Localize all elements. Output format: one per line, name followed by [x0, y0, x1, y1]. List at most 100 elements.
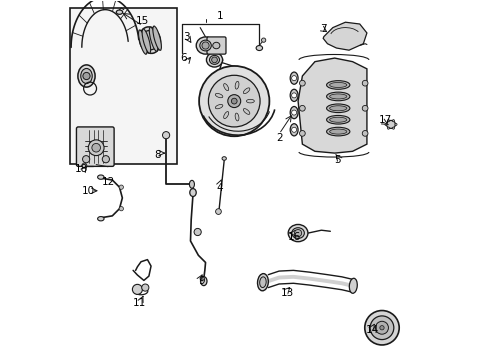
Ellipse shape — [223, 112, 229, 118]
Ellipse shape — [326, 92, 350, 101]
Ellipse shape — [143, 31, 157, 50]
Ellipse shape — [256, 45, 263, 50]
Ellipse shape — [244, 109, 250, 114]
Circle shape — [132, 284, 143, 294]
Ellipse shape — [142, 29, 150, 53]
Ellipse shape — [326, 104, 350, 113]
Text: 12: 12 — [101, 177, 115, 187]
Circle shape — [365, 311, 399, 345]
Circle shape — [163, 132, 170, 139]
Text: 17: 17 — [379, 115, 392, 125]
Ellipse shape — [330, 129, 347, 134]
Circle shape — [388, 120, 390, 122]
Text: 14: 14 — [366, 325, 379, 335]
Circle shape — [194, 228, 201, 235]
Text: 4: 4 — [217, 183, 223, 193]
Ellipse shape — [215, 104, 223, 109]
Ellipse shape — [349, 278, 357, 293]
Text: 11: 11 — [133, 298, 147, 308]
Circle shape — [88, 140, 104, 156]
Circle shape — [202, 42, 209, 49]
Text: 9: 9 — [198, 276, 205, 286]
Circle shape — [82, 156, 90, 163]
Circle shape — [392, 120, 394, 122]
Circle shape — [385, 123, 387, 126]
Text: 5: 5 — [334, 155, 341, 165]
Ellipse shape — [98, 175, 104, 179]
Circle shape — [119, 185, 123, 189]
Ellipse shape — [330, 94, 347, 99]
Ellipse shape — [206, 53, 222, 67]
Ellipse shape — [222, 157, 226, 160]
Ellipse shape — [98, 217, 104, 221]
Circle shape — [299, 131, 305, 136]
Ellipse shape — [81, 68, 92, 84]
Circle shape — [82, 163, 87, 168]
Ellipse shape — [326, 81, 350, 89]
Text: 3: 3 — [183, 32, 190, 41]
Text: 1: 1 — [217, 11, 223, 21]
Ellipse shape — [235, 81, 239, 89]
Circle shape — [299, 105, 305, 111]
Circle shape — [362, 80, 368, 86]
Circle shape — [392, 127, 394, 129]
Ellipse shape — [200, 40, 211, 51]
Ellipse shape — [190, 189, 196, 197]
Ellipse shape — [292, 228, 304, 238]
Ellipse shape — [244, 88, 250, 94]
Ellipse shape — [290, 89, 298, 102]
Circle shape — [292, 76, 296, 81]
Circle shape — [362, 131, 368, 136]
Ellipse shape — [326, 127, 350, 136]
Circle shape — [262, 38, 266, 42]
Ellipse shape — [235, 113, 239, 121]
Ellipse shape — [258, 274, 269, 291]
Circle shape — [142, 284, 149, 291]
FancyBboxPatch shape — [207, 37, 226, 54]
Ellipse shape — [139, 30, 147, 54]
Ellipse shape — [200, 276, 207, 285]
Ellipse shape — [260, 277, 266, 288]
Circle shape — [299, 80, 305, 86]
Circle shape — [370, 316, 394, 339]
Circle shape — [292, 93, 296, 98]
Text: 10: 10 — [81, 186, 95, 196]
Circle shape — [102, 156, 109, 163]
Ellipse shape — [190, 180, 195, 188]
Text: 2: 2 — [276, 133, 282, 143]
Circle shape — [375, 321, 389, 334]
Ellipse shape — [387, 121, 395, 129]
Circle shape — [199, 66, 270, 136]
Circle shape — [208, 75, 260, 127]
Ellipse shape — [246, 99, 254, 103]
Circle shape — [231, 98, 237, 104]
Text: 13: 13 — [280, 288, 294, 298]
Text: 7: 7 — [320, 24, 327, 35]
Ellipse shape — [290, 107, 298, 119]
Ellipse shape — [326, 116, 350, 124]
Polygon shape — [298, 58, 367, 153]
Circle shape — [292, 110, 296, 115]
Ellipse shape — [288, 225, 308, 242]
Ellipse shape — [290, 124, 298, 136]
Circle shape — [362, 105, 368, 111]
Ellipse shape — [330, 82, 347, 87]
Circle shape — [216, 209, 221, 215]
Polygon shape — [323, 22, 367, 50]
Ellipse shape — [330, 106, 347, 111]
Ellipse shape — [213, 42, 220, 49]
Text: 8: 8 — [154, 150, 161, 160]
Ellipse shape — [149, 27, 158, 51]
Ellipse shape — [210, 55, 220, 64]
Circle shape — [212, 57, 218, 63]
Circle shape — [119, 207, 123, 211]
Circle shape — [292, 127, 296, 132]
Ellipse shape — [290, 72, 298, 84]
Circle shape — [388, 127, 390, 129]
Ellipse shape — [139, 27, 161, 53]
Text: 18: 18 — [74, 164, 88, 174]
Circle shape — [395, 123, 397, 126]
Ellipse shape — [116, 10, 122, 14]
Ellipse shape — [153, 26, 161, 50]
Bar — [70, 8, 177, 164]
